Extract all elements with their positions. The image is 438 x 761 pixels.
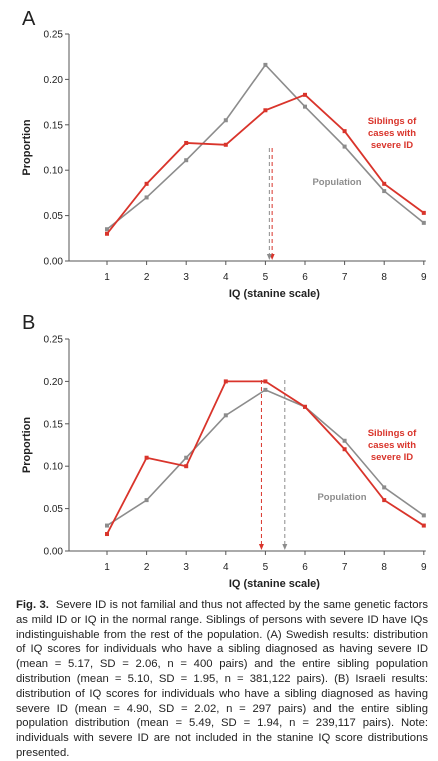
x-tick-label: 5 [263, 562, 269, 573]
y-tick-label: 0.00 [44, 257, 64, 268]
data-point [421, 523, 426, 528]
x-tick-label: 8 [381, 272, 387, 283]
data-point [382, 189, 387, 194]
y-tick-label: 0.05 [44, 504, 64, 515]
y-tick-label: 0.25 [44, 30, 64, 41]
mean-arrow-head [258, 544, 264, 550]
data-point [421, 210, 426, 215]
series-label-line: Siblings of [368, 428, 417, 439]
y-tick-label: 0.20 [44, 75, 64, 86]
data-point [382, 498, 387, 503]
x-tick-label: 1 [104, 272, 110, 283]
mean-arrow-head [282, 544, 288, 550]
data-point [421, 220, 426, 225]
x-tick-label: 3 [183, 562, 189, 573]
y-tick-label: 0.25 [44, 335, 64, 346]
series-label-line: severe ID [371, 140, 413, 151]
data-point [382, 485, 387, 490]
series-label-line: severe ID [371, 452, 413, 463]
x-tick-label: 3 [183, 272, 189, 283]
data-point [223, 413, 228, 418]
x-tick-label: 5 [263, 272, 269, 283]
series-label-line: cases with [368, 128, 416, 139]
series-label: Siblings of cases with severe ID [368, 428, 417, 463]
series-label-line: cases with [368, 440, 416, 451]
mean-arrow-head [266, 254, 272, 260]
data-point [303, 104, 307, 109]
x-tick-label: 4 [223, 562, 229, 573]
y-tick-label: 0.10 [44, 462, 64, 473]
x-tick-label: 7 [342, 272, 348, 283]
data-point [223, 379, 228, 384]
data-point [184, 464, 189, 469]
y-tick-label: 0.15 [44, 419, 64, 430]
data-point [184, 455, 189, 460]
x-tick-label: 8 [381, 562, 387, 573]
figure-caption: Fig. 3. Severe ID is not familial and th… [16, 598, 428, 761]
x-tick-label: 2 [144, 272, 150, 283]
data-point [263, 62, 268, 67]
data-point [421, 513, 426, 518]
data-point [303, 404, 307, 409]
series-label-line: Siblings of [368, 116, 417, 127]
x-tick-label: 4 [223, 272, 229, 283]
y-tick-label: 0.10 [44, 166, 64, 177]
panel-label-a: A [22, 8, 36, 30]
data-point [342, 447, 347, 452]
x-tick-label: 6 [302, 272, 308, 283]
series-label-line: Population [312, 177, 361, 188]
x-tick-label: 9 [421, 272, 427, 283]
y-tick-label: 0.20 [44, 377, 64, 388]
chart-panel-a: 0.00 0.05 0.10 0.15 0.20 0.25 1 2 3 4 5 6 7 8 9 IQ (sta… [21, 30, 427, 301]
y-axis-title: Proportion [21, 417, 33, 473]
chart-panel-b: 0.00 0.05 0.10 0.15 0.20 0.25 1 2 3 4 5 6 7 8 9 IQ (sta… [21, 335, 427, 591]
data-point [144, 455, 149, 460]
x-tick-label: 1 [104, 562, 110, 573]
series-label: Population [312, 177, 361, 188]
data-point [223, 142, 228, 147]
series-label: Siblings of cases with severe ID [368, 116, 417, 151]
x-tick-label: 9 [421, 562, 427, 573]
panel-label-b: B [22, 312, 36, 334]
data-point [144, 181, 149, 186]
x-axis-title: IQ (stanine scale) [229, 288, 320, 300]
x-tick-label: 2 [144, 562, 150, 573]
data-point [263, 379, 268, 384]
data-point [342, 144, 347, 149]
series-label-line: Population [317, 492, 366, 503]
caption-label: Fig. 3. [16, 599, 49, 611]
data-point [105, 532, 109, 537]
data-point [184, 158, 189, 163]
data-point [263, 108, 268, 113]
data-point [105, 231, 109, 236]
data-point [382, 181, 387, 186]
y-axis-title: Proportion [21, 119, 33, 175]
data-point [144, 498, 149, 503]
data-point [105, 523, 109, 528]
data-point [184, 140, 189, 145]
data-point [303, 92, 307, 97]
data-point [263, 387, 268, 392]
series-label: Population [317, 492, 366, 503]
y-tick-label: 0.05 [44, 211, 64, 222]
data-point [342, 438, 347, 443]
x-tick-label: 7 [342, 562, 348, 573]
data-point [342, 129, 347, 134]
x-tick-label: 6 [302, 562, 308, 573]
caption-text: Severe ID is not familial and thus not a… [16, 599, 429, 759]
data-point [223, 118, 228, 123]
data-point [105, 227, 109, 232]
y-tick-label: 0.15 [44, 120, 64, 131]
y-tick-label: 0.00 [44, 547, 64, 558]
data-point [144, 195, 149, 200]
x-axis-title: IQ (stanine scale) [229, 578, 320, 590]
